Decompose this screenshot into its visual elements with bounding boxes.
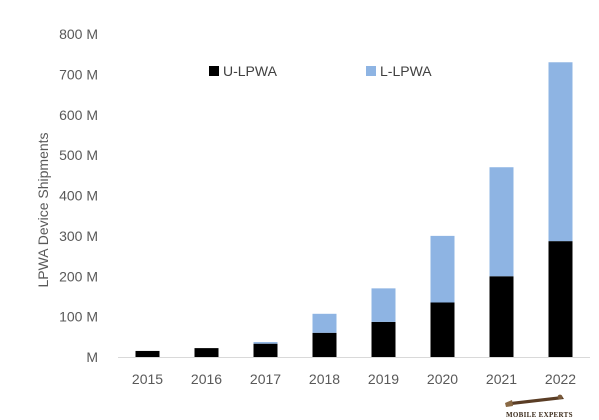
- x-tick-label: 2022: [545, 371, 576, 387]
- bar-u-lpwa-2021: [489, 276, 514, 357]
- y-tick-label: 700 M: [59, 66, 98, 82]
- bar-u-lpwa-2022: [548, 241, 573, 357]
- x-tick-label: 2015: [132, 371, 163, 387]
- y-axis: M 100 M 200 M 300 M 400 M 500 M 600 M 700 M 800 …: [59, 26, 98, 365]
- legend-swatch-u-lpwa: [209, 66, 219, 76]
- legend: U-LPWA L-LPWA: [209, 63, 432, 79]
- legend-label-u-lpwa: U-LPWA: [223, 63, 278, 79]
- bar-l-lpwa-2021: [489, 167, 514, 277]
- bar-u-lpwa-2018: [312, 332, 337, 357]
- x-axis: 2015 2016 2017 2018 2019 2020 2021 2022: [132, 371, 576, 387]
- bar-u-lpwa-2016: [194, 348, 219, 357]
- bar-l-lpwa-2018: [312, 313, 337, 333]
- x-tick-label: 2021: [486, 371, 517, 387]
- bar-u-lpwa-2019: [371, 321, 396, 357]
- y-tick-label: 200 M: [59, 268, 98, 284]
- y-tick-label: 300 M: [59, 228, 98, 244]
- logo-text: MOBILE EXPERTS: [506, 411, 573, 419]
- mobile-experts-logo: MOBILE EXPERTS: [505, 394, 573, 419]
- legend-swatch-l-lpwa: [366, 66, 376, 76]
- legend-label-l-lpwa: L-LPWA: [380, 63, 432, 79]
- bar-u-lpwa-2015: [135, 350, 160, 357]
- y-tick-label: 100 M: [59, 309, 98, 325]
- y-axis-title: LPWA Device Shipments: [35, 132, 51, 287]
- y-tick-label: 400 M: [59, 188, 98, 204]
- x-tick-label: 2020: [427, 371, 458, 387]
- bar-l-lpwa-2020: [430, 235, 455, 303]
- y-tick-label: 500 M: [59, 147, 98, 163]
- bar-u-lpwa-2017: [253, 343, 278, 357]
- bar-l-lpwa-2019: [371, 288, 396, 322]
- x-tick-label: 2018: [309, 371, 340, 387]
- y-tick-label: 600 M: [59, 107, 98, 123]
- y-tick-label: M: [86, 349, 98, 365]
- bar-l-lpwa-2017: [253, 342, 278, 344]
- bars: [135, 62, 573, 357]
- x-tick-label: 2019: [368, 371, 399, 387]
- x-tick-label: 2017: [250, 371, 281, 387]
- bar-u-lpwa-2020: [430, 302, 455, 357]
- x-tick-label: 2016: [191, 371, 222, 387]
- y-tick-label: 800 M: [59, 26, 98, 42]
- bar-l-lpwa-2022: [548, 62, 573, 242]
